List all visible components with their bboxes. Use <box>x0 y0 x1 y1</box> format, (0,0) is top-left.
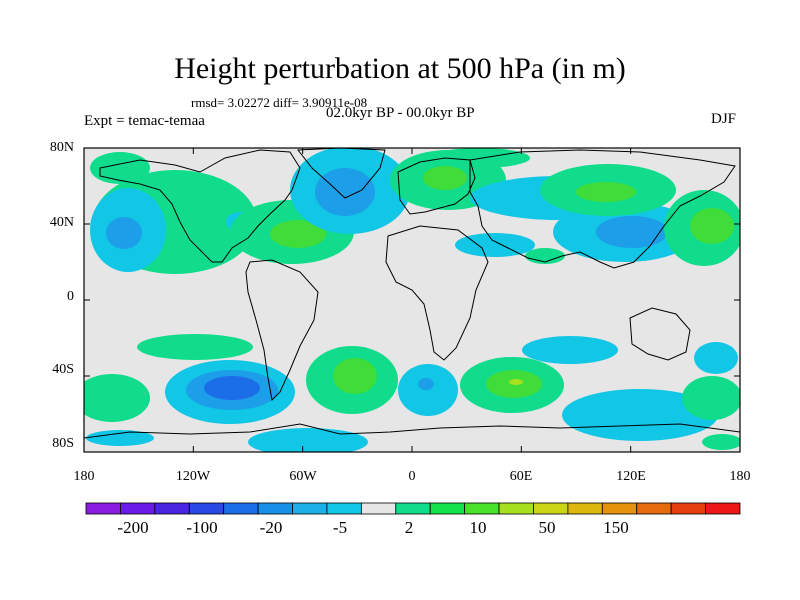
colorbar-swatch <box>326 502 362 515</box>
colorbar-swatch <box>601 502 638 515</box>
colorbar-swatch <box>670 502 706 515</box>
coastlines <box>84 148 740 439</box>
anomaly-positive-core <box>333 358 377 394</box>
coastline-australia <box>629 307 691 361</box>
lon-label: 120W <box>175 469 211 484</box>
anomaly-positive-max <box>509 379 523 385</box>
colorbar-label: 150 <box>603 518 629 537</box>
colorbar-swatch <box>429 502 466 515</box>
colorbar <box>85 502 741 515</box>
colorbar-swatch <box>292 502 328 515</box>
colorbar-swatch <box>85 502 121 515</box>
colorbar-label: -20 <box>259 518 283 537</box>
period-text: 02.0kyr BP - 00.0kyr BP <box>326 105 475 121</box>
colorbar-swatch <box>360 502 397 515</box>
anomaly-negative-core <box>106 217 142 249</box>
lat-label: 80S <box>52 436 74 451</box>
anomaly-negative <box>694 342 738 374</box>
stats-text: rmsd= 3.02272 diff= 3.90911e-08 <box>191 95 368 110</box>
anomaly-positive-core <box>576 182 636 202</box>
anomaly-negative <box>398 364 458 416</box>
axis-ticks <box>83 147 741 453</box>
colorbar-swatch <box>120 502 156 515</box>
colorbar-swatch <box>464 502 500 515</box>
coastline-south-america <box>245 259 319 402</box>
colorbar-swatch <box>223 502 259 515</box>
anomaly-negative-core <box>596 216 668 248</box>
lat-label: 40S <box>52 362 74 377</box>
anomaly-positive-core <box>690 208 734 244</box>
lon-label: 120E <box>616 469 646 484</box>
coastline-africa <box>385 225 489 361</box>
colorbar-label: -5 <box>332 518 348 537</box>
anomaly-negative-core <box>204 376 260 400</box>
anomaly-positive <box>90 152 150 184</box>
lon-label: 180 <box>73 469 95 484</box>
anomaly-positive <box>84 374 150 422</box>
coastline-north-america <box>99 149 301 263</box>
anomaly-negative-core <box>315 168 375 216</box>
colorbar-swatch <box>498 502 534 515</box>
anomaly-positive <box>702 434 740 450</box>
colorbar-swatch <box>154 502 190 515</box>
colorbar-label: 50 <box>538 518 556 537</box>
coastline-europe <box>397 157 476 215</box>
lat-label: 40N <box>49 215 74 230</box>
colorbar-swatch <box>636 502 672 515</box>
lon-label: 60W <box>289 469 317 484</box>
anomaly-negative <box>522 336 618 364</box>
colorbar-label: 10 <box>469 518 487 537</box>
coastline-asia <box>469 149 736 269</box>
contour-field <box>84 148 740 452</box>
experiment-text: Expt = temac-temaa <box>84 113 205 129</box>
colorbar-swatch <box>567 502 603 515</box>
colorbar-swatch <box>705 502 741 515</box>
map-title: Height perturbation at 500 hPa (in m) <box>174 52 626 85</box>
lat-label: 80N <box>49 140 74 155</box>
lon-label: 180 <box>729 469 751 484</box>
colorbar-label: 2 <box>404 518 414 537</box>
anomaly-positive <box>682 376 740 420</box>
anomaly-positive <box>137 334 253 360</box>
colorbar-label: -200 <box>117 518 149 537</box>
colorbar-swatch <box>395 502 431 515</box>
colorbar-swatch <box>257 502 293 515</box>
anomaly-negative-core <box>418 378 434 390</box>
coastline-antarctica <box>84 423 740 439</box>
colorbar-swatch <box>533 502 569 515</box>
lon-label: 60E <box>509 469 533 484</box>
anomaly-negative <box>86 430 154 446</box>
anomaly-negative <box>562 389 718 441</box>
season-text: DJF <box>711 111 737 127</box>
lat-label: 0 <box>67 289 74 304</box>
anomaly-positive-core <box>270 220 326 248</box>
coastline-greenland <box>297 148 386 199</box>
colorbar-swatch <box>188 502 225 515</box>
colorbar-label: -100 <box>186 518 218 537</box>
lon-label: 0 <box>408 469 416 484</box>
anomaly-positive-core <box>423 166 467 190</box>
